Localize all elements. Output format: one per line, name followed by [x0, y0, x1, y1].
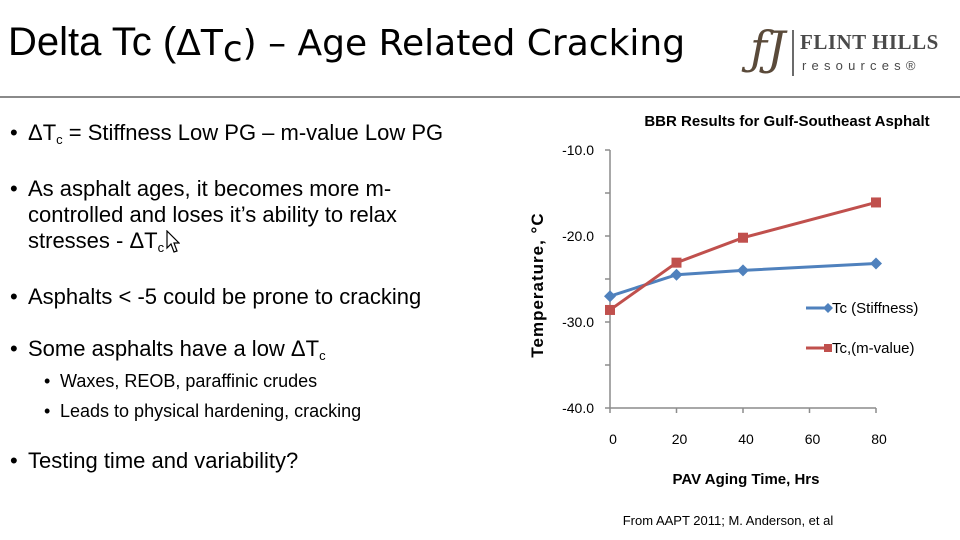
bullet-marker: • [44, 401, 51, 421]
bullet-text: Asphalts < -5 could be prone to cracking [28, 284, 422, 309]
axis-ticks: -10.0 -20.0 -30.0 -40.0 0 20 40 60 80 [562, 142, 887, 447]
bullet-marker: • [10, 120, 18, 145]
bullet-marker: • [10, 284, 18, 309]
bullet-text: ΔT [28, 120, 57, 145]
title-part-2: ) – Age Related Cracking [242, 23, 686, 64]
sub-bullet-hardening: • Leads to physical hardening, cracking [44, 400, 361, 422]
y-tick-label: -20.0 [562, 228, 594, 244]
x-axis-title: PAV Aging Time, Hrs [673, 471, 820, 488]
data-point [671, 257, 682, 268]
bullet-aging: • As asphalt ages, it becomes more m- con… [10, 176, 397, 261]
x-tick-label: 80 [871, 431, 887, 447]
bullet-text: Testing time and variability? [28, 448, 299, 473]
data-point [604, 290, 616, 303]
title-divider [0, 96, 960, 98]
flint-hills-logo: ƒJ FLINT HILLS resources® [750, 18, 940, 78]
bullet-subscript: c [56, 132, 63, 147]
data-point [738, 232, 748, 243]
logo-tagline: resources® [802, 58, 921, 73]
sub-bullet-waxes: • Waxes, REOB, paraffinic crudes [44, 370, 317, 392]
bullet-marker: • [10, 176, 18, 201]
series-line [609, 201, 877, 312]
chart-title: BBR Results for Gulf-Southeast Asphalt [644, 113, 929, 130]
y-tick-label: -40.0 [562, 400, 594, 416]
bullet-text: stresses - ΔT [28, 228, 158, 253]
legend-label: Tc (Stiffness) [832, 300, 918, 317]
bullet-text: Leads to physical hardening, cracking [60, 401, 362, 421]
bullet-testing-time: • Testing time and variability? [10, 448, 298, 474]
x-tick-label: 60 [805, 431, 821, 447]
y-tick-label: -30.0 [562, 314, 594, 330]
bullet-prone-to-cracking: • Asphalts < -5 could be prone to crackin… [10, 284, 421, 310]
x-tick-label: 20 [672, 431, 688, 447]
bullet-text: = Stiffness Low PG – m-value Low PG [62, 120, 444, 145]
logo-divider [792, 30, 794, 76]
source-note: From AAPT 2011; M. Anderson, et al [623, 513, 834, 528]
bullet-text: As asphalt ages, it becomes more m- [28, 176, 392, 201]
bullet-low-delta-tc: • Some asphalts have a low ΔTc [10, 336, 326, 369]
legend-label: Tc,(m-value) [832, 340, 915, 357]
series-layer [604, 197, 882, 315]
slide-title: Delta Tc (ΔTc) – Age Related Cracking [8, 18, 685, 71]
title-subscript: c [222, 29, 243, 70]
bullet-marker: • [10, 448, 18, 473]
fh-monogram-icon: ƒJ [750, 21, 786, 75]
bullet-subscript: c [157, 240, 165, 255]
y-axis-title: Temperature, °C [528, 212, 547, 357]
x-tick-label: 40 [738, 431, 754, 447]
bullet-marker: • [44, 371, 51, 391]
y-tick-label: -10.0 [562, 142, 594, 158]
mouse-pointer-icon [166, 230, 181, 253]
logo-name: FLINT HILLS [800, 30, 939, 54]
chart-legend: Tc (Stiffness) Tc,(m-value) [806, 300, 918, 357]
data-point [737, 264, 749, 277]
title-part-1: Delta Tc ( [8, 20, 177, 64]
data-point [605, 304, 615, 315]
bullet-subscript: c [319, 348, 326, 363]
bullet-marker: • [10, 336, 18, 361]
data-point [670, 268, 683, 281]
x-tick-label: 0 [609, 431, 617, 447]
data-point [870, 257, 882, 270]
bullet-text: Some asphalts have a low ΔT [28, 336, 320, 361]
legend-marker [823, 303, 833, 313]
data-point [871, 197, 881, 208]
legend-marker [824, 344, 832, 352]
series-2 [605, 197, 881, 315]
bullet-text: controlled and loses it’s ability to rel… [28, 202, 397, 227]
bullet-delta-tc-definition: • ΔTc = Stiffness Low PG – m-value Low PG [10, 120, 443, 153]
title-delta-t: ΔT [176, 23, 223, 64]
bullet-text: Waxes, REOB, paraffinic crudes [60, 371, 318, 391]
series-1 [604, 257, 882, 303]
